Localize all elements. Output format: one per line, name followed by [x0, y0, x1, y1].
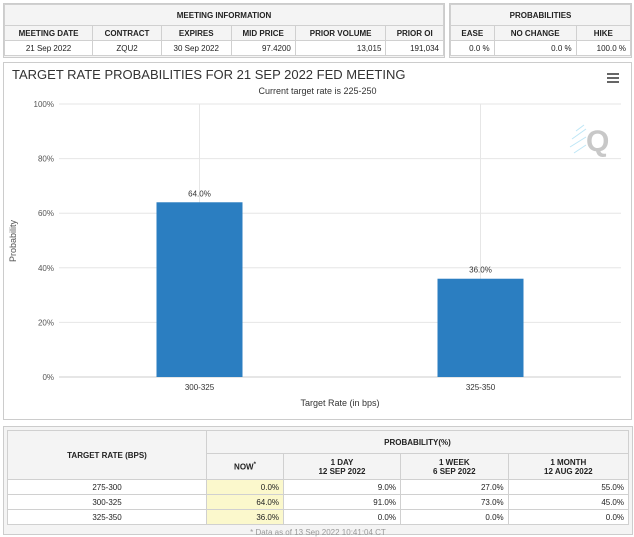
bar-325-350 — [437, 278, 524, 377]
contract: ZQU2 — [92, 40, 162, 56]
probability-cell: 91.0% — [283, 494, 401, 510]
y-tick-label: 80% — [38, 155, 54, 164]
x-tick-label: 325-350 — [466, 383, 496, 392]
probability-cell: 0.0% — [283, 509, 401, 525]
probability-cell: 55.0% — [507, 479, 630, 495]
probabilities-panel: PROBABILITIES EASE NO CHANGE HIKE 0.0 % 0.0… — [449, 3, 632, 58]
col-header: EASE — [450, 25, 495, 41]
probability-cell: 0.0% — [399, 509, 509, 525]
meeting-info-table: MEETING INFORMATION MEETING DATE CONTRACT… — [3, 4, 444, 56]
probability-header: PROBABILITY(%) — [206, 430, 629, 454]
meeting-info-title: MEETING INFORMATION — [4, 4, 444, 26]
col-header: PRIOR OI — [385, 25, 444, 41]
y-tick-label: 100% — [34, 100, 54, 109]
mid-price: 97.4200 — [230, 40, 296, 56]
probability-cell: 0.0% — [507, 509, 630, 525]
prior-volume: 13,015 — [294, 40, 387, 56]
col-header-1month: 1 MONTH 12 AUG 2022 — [507, 453, 630, 480]
chart-title: TARGET RATE PROBABILITIES FOR 21 SEP 202… — [12, 67, 406, 82]
expires: 30 Sep 2022 — [160, 40, 232, 56]
chart-subtitle: Current target rate is 225-250 — [258, 86, 377, 96]
table-row: 300-325 64.0% 91.0% 73.0% 45.0% — [7, 494, 630, 510]
y-axis-label: Probability — [8, 219, 18, 262]
hamburger-menu-icon[interactable] — [607, 73, 619, 83]
y-tick-label: 60% — [38, 209, 54, 218]
table-row: 325-350 36.0% 0.0% 0.0% 0.0% — [7, 509, 630, 525]
prior-oi: 191,034 — [385, 40, 444, 56]
y-tick-label: 20% — [38, 318, 54, 327]
col-header: CONTRACT — [92, 25, 162, 41]
probability-cell: 64.0% — [206, 494, 284, 510]
x-tick-label: 300-325 — [185, 383, 215, 392]
probability-cell: 0.0% — [206, 479, 284, 495]
target-rate-header: TARGET RATE (BPS) — [7, 430, 207, 480]
bar-300-325 — [156, 202, 243, 377]
bar-chart: Q 0% 20% 40% 60% 80% 100% 300-325 325-350 64.0% 3… — [8, 100, 621, 408]
target-rate-cell: 300-325 — [7, 494, 207, 510]
meeting-date: 21 Sep 2022 — [3, 40, 94, 56]
y-tick-label: 0% — [42, 373, 54, 382]
col-header-1week: 1 WEEK 6 SEP 2022 — [399, 453, 509, 480]
probabilities-table: PROBABILITIES EASE NO CHANGE HIKE 0.0 % 0.0… — [450, 4, 632, 56]
col-header: NO CHANGE — [493, 25, 577, 41]
data-label: 64.0% — [188, 189, 211, 198]
probabilities-title: PROBABILITIES — [450, 4, 631, 26]
target-rate-cell: 275-300 — [7, 479, 207, 495]
col-header-now: NOW* — [206, 453, 284, 480]
footnote: * Data as of 13 Sep 2022 10:41:04 CT — [250, 528, 386, 537]
probability-cell: 73.0% — [399, 494, 509, 510]
probability-table: TARGET RATE (BPS) PROBABILITY(%) NOW* 1 D… — [7, 430, 630, 525]
ease-value: 0.0 % — [450, 40, 495, 56]
data-label: 36.0% — [469, 266, 492, 275]
no-change-value: 0.0 % — [493, 40, 577, 56]
col-header: HIKE — [575, 25, 632, 41]
probability-table-panel: TARGET RATE (BPS) PROBABILITY(%) NOW* 1 D… — [3, 426, 633, 537]
y-tick-label: 40% — [38, 264, 54, 273]
col-header: EXPIRES — [160, 25, 232, 41]
col-header-1day: 1 DAY 12 SEP 2022 — [283, 453, 401, 480]
col-header: PRIOR VOLUME — [294, 25, 387, 41]
probability-cell: 9.0% — [283, 479, 401, 495]
col-header: MID PRICE — [230, 25, 296, 41]
chart-panel: TARGET RATE PROBABILITIES FOR 21 SEP 202… — [3, 62, 632, 420]
col-header: MEETING DATE — [3, 25, 94, 41]
table-row: 275-300 0.0% 9.0% 27.0% 55.0% — [7, 479, 630, 495]
hike-value: 100.0 % — [575, 40, 632, 56]
probability-cell: 45.0% — [507, 494, 630, 510]
probability-cell: 27.0% — [399, 479, 509, 495]
meeting-info-panel: MEETING INFORMATION MEETING DATE CONTRACT… — [3, 3, 445, 58]
target-rate-cell: 325-350 — [7, 509, 207, 525]
x-axis-label: Target Rate (in bps) — [300, 398, 379, 408]
probability-cell: 36.0% — [206, 509, 284, 525]
watermark-logo-icon: Q — [569, 124, 609, 158]
svg-text:Q: Q — [586, 125, 609, 158]
